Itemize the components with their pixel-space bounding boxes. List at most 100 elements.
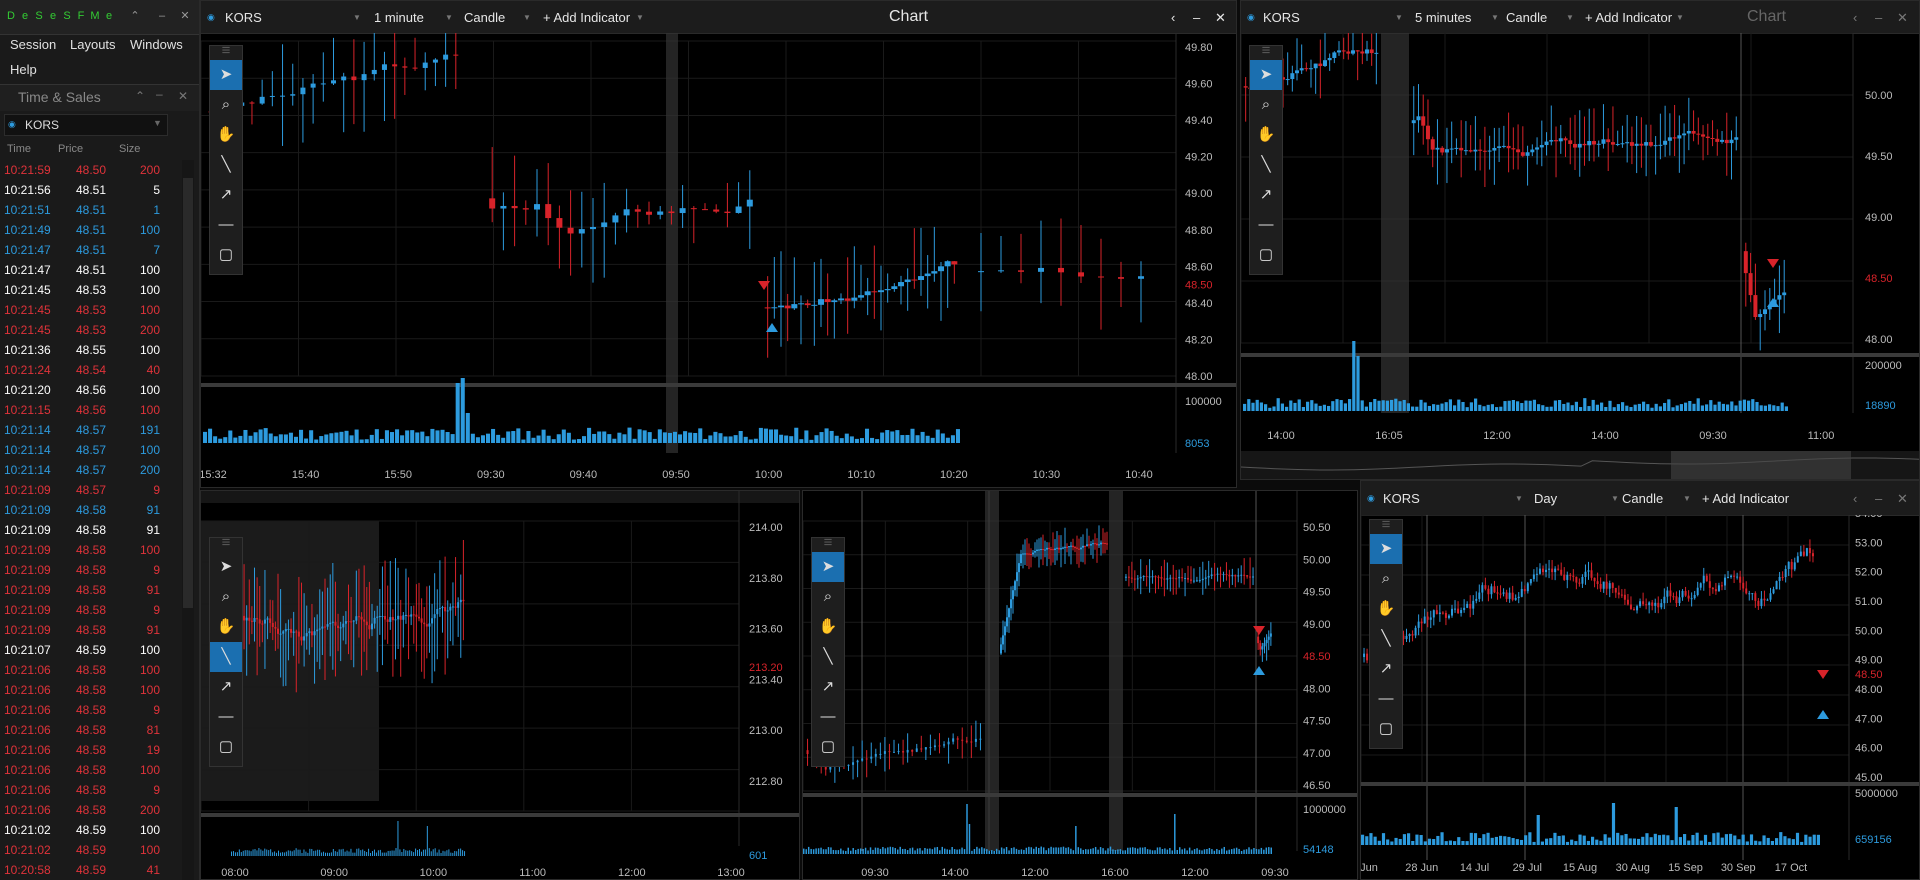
prev-icon[interactable]: ‹ [1171,10,1176,25]
line-icon[interactable]: ╲ [221,156,231,173]
arrow-icon[interactable]: ↗ [219,678,233,695]
line-icon[interactable]: ╲ [1261,156,1271,173]
minimize-icon[interactable]: – [156,87,163,101]
horizontal-line-icon[interactable]: — [218,708,234,725]
link-icon[interactable]: ◉ [1367,493,1375,503]
cursor-icon[interactable]: ➤ [219,558,233,575]
rectangle-icon[interactable]: ▢ [218,246,234,263]
collapse-icon[interactable]: ⌃ [130,10,140,22]
app-icon[interactable]: e [21,10,29,22]
chevron-down-icon[interactable]: ▼ [1611,494,1619,503]
minimize-icon[interactable]: – [1193,10,1201,25]
arrow-icon[interactable]: ↗ [219,186,233,203]
close-icon[interactable]: ✕ [1897,10,1908,25]
chevron-down-icon[interactable]: ▼ [1515,494,1523,503]
add-indicator-button[interactable]: + Add Indicator [1585,10,1673,25]
rectangle-icon[interactable]: ▢ [1378,720,1394,737]
line-icon[interactable]: ╲ [823,648,833,665]
minimize-icon[interactable]: – [1875,10,1883,25]
menu-help[interactable]: Help [10,62,37,77]
rectangle-icon[interactable]: ▢ [218,738,234,755]
zoom-icon[interactable]: ⌕ [221,96,231,113]
chevron-down-icon[interactable]: ▼ [445,13,453,22]
app-icon[interactable]: e [105,10,113,22]
zoom-icon[interactable]: ⌕ [1261,96,1271,113]
interval-select[interactable]: 1 minute [374,10,424,25]
style-select[interactable]: Candle [1622,491,1664,506]
style-select[interactable]: Candle [1506,10,1548,25]
hand-icon[interactable]: ✋ [216,618,236,635]
close-icon[interactable]: ✕ [1897,491,1908,506]
arrow-icon[interactable]: ↗ [1259,186,1273,203]
symbol-label[interactable]: KORS [1263,10,1300,25]
grip-handle-icon[interactable]: ≡ [221,534,231,551]
rectangle-icon[interactable]: ▢ [820,738,836,755]
collapse-icon[interactable]: ⌃ [135,89,146,103]
prev-icon[interactable]: ‹ [1853,491,1858,506]
line-icon[interactable]: ╲ [1381,630,1391,647]
cursor-icon[interactable]: ➤ [812,552,844,582]
horizontal-line-icon[interactable]: — [218,216,234,233]
horizontal-line-icon[interactable]: — [1378,690,1394,707]
chart-5-canvas[interactable]: 54.0053.0052.0051.0050.0049.0048.0047.00… [1361,515,1920,880]
chart-3-canvas[interactable]: 214.00213.80213.60213.40213.00212.80213.… [201,491,800,880]
hand-icon[interactable]: ✋ [1256,126,1276,143]
interval-select[interactable]: Day [1534,491,1558,506]
chevron-down-icon[interactable]: ▼ [523,13,531,22]
chart-1-canvas[interactable]: 49.8049.6049.4049.2049.0048.8048.6048.40… [201,33,1237,488]
chevron-down-icon[interactable]: ▼ [153,118,162,128]
close-icon[interactable]: ✕ [178,89,189,103]
cursor-icon[interactable]: ➤ [1370,534,1402,564]
chevron-down-icon[interactable]: ▼ [1566,13,1574,22]
minimize-icon[interactable]: – [1875,491,1883,506]
menu-layouts[interactable]: Layouts [70,37,116,52]
cursor-icon[interactable]: ➤ [210,60,242,90]
app-icon[interactable]: D [7,10,15,22]
cursor-icon[interactable]: ➤ [1250,60,1282,90]
arrow-icon[interactable]: ↗ [821,678,835,695]
grip-handle-icon[interactable]: ≡ [823,534,833,551]
app-icon[interactable]: e [49,10,57,22]
column-size[interactable]: Size [119,143,141,155]
hand-icon[interactable]: ✋ [1376,600,1396,617]
symbol-input[interactable]: ◉ KORS ▼ [4,114,168,136]
chart-4-canvas[interactable]: 50.5050.0049.5049.0048.0047.5047.0046.50… [803,491,1358,880]
chevron-down-icon[interactable]: ▼ [1395,13,1403,22]
app-icon[interactable]: S [63,10,71,22]
horizontal-line-icon[interactable]: — [820,708,836,725]
column-time[interactable]: Time [7,143,32,155]
symbol-label[interactable]: KORS [225,10,262,25]
link-icon[interactable]: ◉ [207,12,215,22]
chevron-down-icon[interactable]: ▼ [636,13,644,22]
scrollbar-thumb[interactable] [183,178,193,608]
grip-handle-icon[interactable]: ≡ [221,42,231,59]
minimize-icon[interactable]: – [158,10,166,22]
grip-handle-icon[interactable]: ≡ [1381,516,1391,533]
close-icon[interactable]: ✕ [1215,10,1226,25]
app-icon[interactable]: M [90,10,100,22]
link-icon[interactable]: ◉ [1247,12,1255,22]
add-indicator-button[interactable]: + Add Indicator [543,10,631,25]
chevron-down-icon[interactable]: ▼ [1491,13,1499,22]
column-price[interactable]: Price [58,143,84,155]
scrollbar[interactable] [182,160,194,880]
symbol-label[interactable]: KORS [1383,491,1420,506]
menu-session[interactable]: Session [10,37,57,52]
interval-select[interactable]: 5 minutes [1415,10,1472,25]
zoom-icon[interactable]: ⌕ [1381,570,1391,587]
arrow-icon[interactable]: ↗ [1379,660,1393,677]
chart-2-canvas[interactable]: 50.0049.5049.0048.0048.502000001889014:0… [1241,33,1920,480]
style-select[interactable]: Candle [464,10,506,25]
hand-icon[interactable]: ✋ [216,126,236,143]
zoom-icon[interactable]: ⌕ [221,588,231,605]
prev-icon[interactable]: ‹ [1853,10,1858,25]
close-icon[interactable]: ✕ [180,10,190,22]
chevron-down-icon[interactable]: ▼ [353,13,361,22]
menu-windows[interactable]: Windows [130,37,183,52]
horizontal-line-icon[interactable]: — [1258,216,1274,233]
zoom-icon[interactable]: ⌕ [823,588,833,605]
app-icon[interactable]: S [35,10,43,22]
add-indicator-button[interactable]: + Add Indicator [1702,491,1790,506]
app-icon[interactable]: F [77,10,85,22]
grip-handle-icon[interactable]: ≡ [1261,42,1271,59]
